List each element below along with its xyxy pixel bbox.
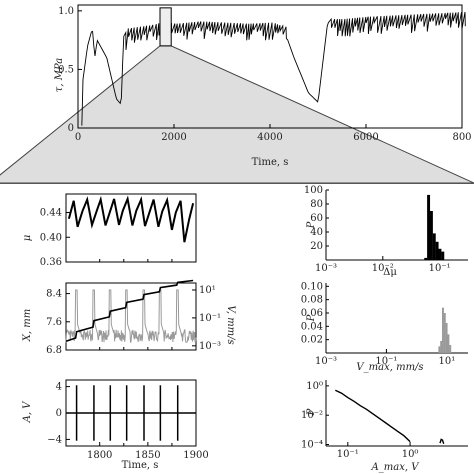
hist2-xlabel: V_max, mm/s: [356, 362, 423, 373]
x-tick-label: 1800: [87, 450, 112, 461]
x-tick-label: 1850: [135, 450, 160, 461]
y-tick-label: 0.04: [301, 321, 323, 332]
pa-xlabel: A_max, V: [371, 462, 421, 473]
x-tick-label: 10⁰: [402, 449, 419, 460]
y-tick-label: 0.40: [40, 232, 62, 243]
x-tick-label: 10⁻³: [315, 263, 337, 274]
y-tick-label: 1.0: [58, 6, 74, 17]
v-ylabel: V, mm/s: [225, 305, 236, 344]
x-tick-label: 10⁻¹: [375, 356, 397, 367]
x-tick-label: 10¹: [438, 356, 455, 367]
hist2-ylabel: P: [306, 314, 317, 322]
xv-chart: 8.4 7.6 6.8 10¹ 10⁻¹ 10⁻³: [46, 279, 221, 356]
amax-distribution-chart: 10⁰ 10⁻² 10⁻⁴ 10⁻¹ 10⁰: [301, 380, 468, 460]
hist1-ylabel: P: [306, 221, 317, 229]
x-tick-label: 2000: [161, 132, 186, 143]
histogram-bar: [429, 211, 433, 260]
x-tick-label: 10⁻¹: [429, 263, 451, 274]
mu-line: [67, 195, 195, 243]
y-tick-label: −4: [47, 434, 62, 445]
vmax-histogram: 0.10 0.08 0.06 0.04 0.02 10⁻³ 10⁻¹ 10¹: [301, 281, 468, 367]
histogram-bar: [447, 334, 450, 353]
histogram-bar: [440, 341, 443, 353]
histogram-bar: [438, 346, 441, 353]
dmu-histogram: 100 80 60 40 20 10⁻³ 10⁻² 10⁻¹: [304, 185, 468, 274]
hist1-xlabel: Δμ: [383, 267, 397, 278]
histogram-bar: [438, 248, 442, 260]
x-tick-label: 10⁻¹: [337, 449, 359, 460]
x-tick-label: 800: [452, 132, 471, 143]
y-tick-label: 0: [68, 123, 74, 134]
histogram-bar: [427, 194, 431, 260]
x-tick-label: 6000: [353, 132, 378, 143]
plot-frame: [65, 193, 197, 263]
histogram-bar: [424, 257, 428, 260]
y-tick-label-right: 10⁻¹: [199, 313, 221, 324]
distribution-line: [335, 389, 411, 443]
y-tick-label: 10⁰: [306, 381, 323, 392]
y-tick-label-right: 10⁻³: [199, 341, 221, 352]
y-tick-label: 0.36: [40, 257, 62, 268]
y-tick-label-right: 10¹: [199, 285, 216, 296]
y-tick-label: 0.08: [301, 295, 323, 306]
histogram-bar: [432, 233, 436, 260]
zoom-window-box: [159, 7, 172, 47]
x-ylabel: X, mm: [22, 309, 33, 342]
top-xlabel: Time, s: [252, 157, 289, 168]
histogram-bar: [442, 307, 444, 353]
x-tick-label: 10⁻³: [315, 356, 337, 367]
y-tick-label-left: 8.4: [46, 289, 62, 300]
histogram-bar: [443, 313, 446, 353]
y-tick-label: 0: [56, 408, 62, 419]
top-ylabel: τ, MPa: [54, 58, 65, 92]
y-tick-label-left: 7.6: [46, 317, 62, 328]
y-tick-label: 4: [56, 382, 62, 393]
y-tick-label: 20: [310, 241, 323, 252]
a-xlabel: Time, s: [122, 460, 159, 471]
displacement-line: [65, 279, 194, 342]
histogram-bar: [441, 251, 445, 260]
velocity-line: [65, 289, 197, 343]
histogram-bar: [435, 241, 439, 260]
acoustic-chart: 4 0 −4 1800 1850 1900: [47, 379, 209, 461]
x-tick-label: 4000: [257, 132, 282, 143]
series-line: [81, 11, 466, 126]
pa-ylabel: P: [306, 408, 317, 416]
x-tick-label: 1900: [183, 450, 208, 461]
y-tick-label: 0.06: [301, 308, 323, 319]
y-tick-label: 0.10: [301, 281, 323, 292]
y-tick-label: 60: [310, 213, 323, 224]
y-tick-label: 10⁻⁴: [301, 440, 323, 451]
a-ylabel: A, V: [22, 400, 33, 424]
y-tick-label-left: 6.8: [46, 345, 62, 356]
x-tick-label: 0: [75, 132, 81, 143]
y-tick-label: 0.02: [301, 335, 323, 346]
y-tick-label: 80: [310, 199, 323, 210]
y-tick-label: 100: [304, 185, 323, 196]
histogram-bar: [445, 323, 448, 353]
y-tick-label: 40: [310, 227, 323, 238]
y-tick-label: 10⁻²: [301, 410, 323, 421]
y-tick-label: 0.44: [40, 208, 62, 219]
y-tick-label: 0.5: [58, 64, 74, 75]
mu-chart: 0.44 0.40 0.36: [40, 193, 197, 268]
distribution-line: [439, 438, 445, 445]
plot-frame: [65, 282, 197, 351]
histogram-bar: [449, 345, 452, 353]
x-tick-label: 10⁻²: [372, 263, 394, 274]
mu-ylabel: μ: [22, 235, 33, 242]
